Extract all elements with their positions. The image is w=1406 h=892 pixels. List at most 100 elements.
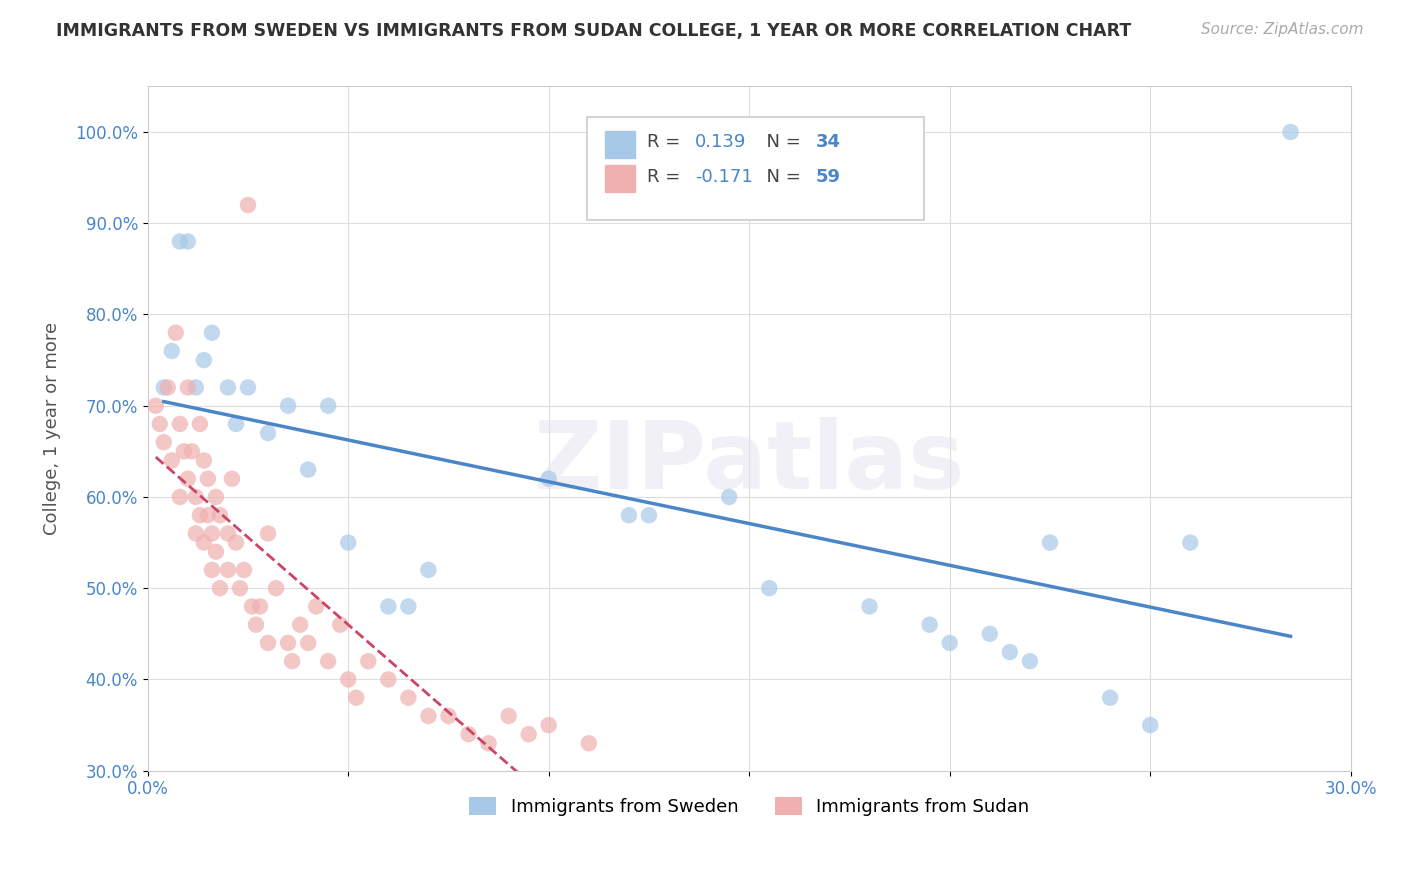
Point [1039,535,1062,549]
Point [277,636,299,650]
Point [201,526,224,541]
Text: ZIPatlas: ZIPatlas [533,417,965,508]
Point [165,326,187,340]
Point [316,399,339,413]
Point [918,617,941,632]
Point [437,709,460,723]
Point [264,581,287,595]
Point [277,399,299,413]
Point [184,490,207,504]
Point [344,690,367,705]
Point [205,545,228,559]
Point [225,535,247,549]
Point [152,380,174,394]
Point [193,535,215,549]
Point [329,617,352,632]
Point [177,472,200,486]
Point [1180,535,1202,549]
Point [217,380,239,394]
Point [152,435,174,450]
Point [396,599,419,614]
Point [173,444,195,458]
Point [160,453,183,467]
Point [377,599,399,614]
Point [316,654,339,668]
Point [245,617,267,632]
FancyBboxPatch shape [586,117,924,219]
Text: R =: R = [647,168,686,186]
Point [184,526,207,541]
Point [257,636,280,650]
Point [236,198,259,212]
Point [156,380,179,394]
Point [257,526,280,541]
Point [517,727,540,741]
Point [377,673,399,687]
Point [180,444,202,458]
Point [281,654,304,668]
Text: 34: 34 [815,134,841,152]
FancyBboxPatch shape [605,131,636,158]
Text: -0.171: -0.171 [695,168,752,186]
Point [638,508,661,523]
Point [357,654,380,668]
Point [288,617,311,632]
Point [169,490,191,504]
Point [257,426,280,441]
Point [169,235,191,249]
Point [979,627,1001,641]
Point [208,581,231,595]
Point [337,673,360,687]
Text: R =: R = [647,134,686,152]
Point [217,563,239,577]
Text: N =: N = [755,134,807,152]
Point [617,508,640,523]
Point [240,599,263,614]
Point [337,535,360,549]
Point [537,472,560,486]
Point [177,235,200,249]
Point [236,380,259,394]
Text: Source: ZipAtlas.com: Source: ZipAtlas.com [1201,22,1364,37]
Text: 0.139: 0.139 [695,134,747,152]
Point [208,508,231,523]
Point [418,709,440,723]
Point [498,709,520,723]
Point [305,599,328,614]
Y-axis label: College, 1 year or more: College, 1 year or more [44,322,60,535]
Point [149,417,172,431]
Point [457,727,479,741]
Point [205,490,228,504]
Point [249,599,271,614]
Point [396,690,419,705]
Point [145,399,167,413]
Point [197,508,219,523]
Point [184,380,207,394]
FancyBboxPatch shape [605,165,636,193]
Point [225,417,247,431]
Point [938,636,960,650]
Text: N =: N = [755,168,807,186]
Point [229,581,252,595]
Point [201,563,224,577]
Point [418,563,440,577]
Point [858,599,880,614]
Point [160,343,183,358]
Point [169,417,191,431]
Point [221,472,243,486]
Point [193,353,215,368]
Point [1019,654,1042,668]
Point [188,508,211,523]
Point [998,645,1021,659]
Point [578,736,600,750]
Point [188,417,211,431]
Legend: Immigrants from Sweden, Immigrants from Sudan: Immigrants from Sweden, Immigrants from … [463,789,1036,823]
Point [177,380,200,394]
Point [1099,690,1122,705]
Point [217,526,239,541]
Point [233,563,256,577]
Text: IMMIGRANTS FROM SWEDEN VS IMMIGRANTS FROM SUDAN COLLEGE, 1 YEAR OR MORE CORRELAT: IMMIGRANTS FROM SWEDEN VS IMMIGRANTS FRO… [56,22,1132,40]
Point [718,490,741,504]
Text: 59: 59 [815,168,841,186]
Point [537,718,560,732]
